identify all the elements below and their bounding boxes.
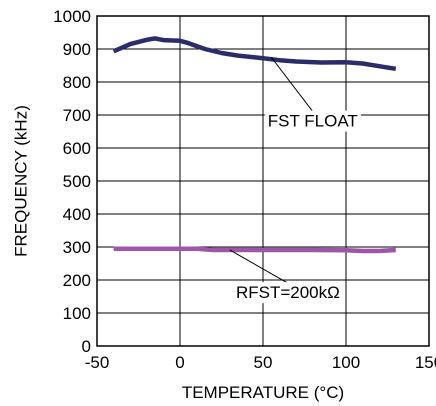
y-tick-label: 200 xyxy=(63,271,91,290)
series-annotation-fst-float: FST FLOAT xyxy=(268,112,358,131)
series-line-fst-float xyxy=(112,36,397,72)
y-tick-label: 300 xyxy=(63,238,91,257)
annotation-background xyxy=(264,110,361,132)
x-tick-label: 100 xyxy=(332,353,360,372)
x-axis-label: TEMPERATURE (°C) xyxy=(182,383,344,402)
leader-line-fst-float xyxy=(270,56,314,112)
x-tick-label: 50 xyxy=(254,353,273,372)
plot-frame xyxy=(96,15,430,347)
y-tick-label: 1000 xyxy=(53,7,91,26)
y-tick-label: 500 xyxy=(63,172,91,191)
y-tick-label: 0 xyxy=(82,337,91,356)
y-axis-label: FREQUENCY (kHz) xyxy=(11,105,30,257)
y-tick-label: 600 xyxy=(63,139,91,158)
y-tick-label: 900 xyxy=(63,40,91,59)
y-tick-label: 100 xyxy=(63,304,91,323)
series-line-rfst-200k xyxy=(113,246,396,254)
series-annotation-rfst-200k: RFST=200kΩ xyxy=(236,283,340,302)
annotation-background xyxy=(232,282,343,304)
y-tick-label: 700 xyxy=(63,106,91,125)
x-tick-label: 150 xyxy=(415,353,436,372)
x-tick-label: 0 xyxy=(175,353,184,372)
x-tick-label: -50 xyxy=(85,353,110,372)
annotation-layer: FST FLOAT RFST=200kΩ xyxy=(229,56,361,304)
y-tick-label: 800 xyxy=(63,73,91,92)
series-layer xyxy=(112,36,397,254)
y-tick-label: 400 xyxy=(63,205,91,224)
leader-line-rfst-200k xyxy=(229,249,289,284)
